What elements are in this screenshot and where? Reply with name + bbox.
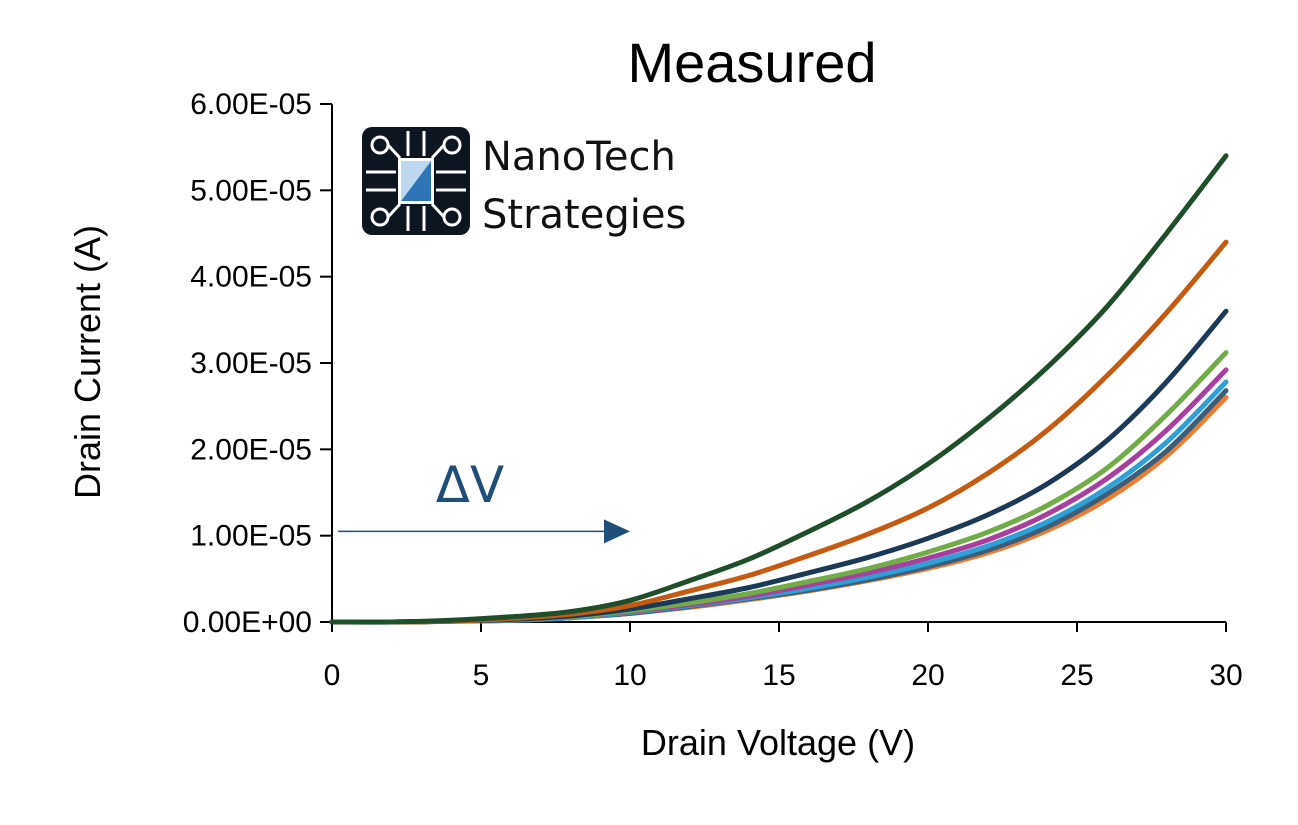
x-tick-label: 25 bbox=[1060, 659, 1093, 692]
nanotech-logo: NanoTech Strategies bbox=[362, 127, 686, 238]
delta-v-annotation: ΔV bbox=[338, 456, 630, 544]
logo-line1: NanoTech bbox=[482, 134, 676, 180]
logo-line2: Strategies bbox=[482, 192, 686, 238]
chart-title: Measured bbox=[627, 31, 876, 94]
y-tick-label: 6.00E-05 bbox=[190, 88, 312, 121]
y-tick-label: 4.00E-05 bbox=[190, 261, 312, 294]
chip-logo-icon bbox=[362, 127, 470, 235]
x-tick-label: 5 bbox=[473, 659, 490, 692]
x-tick-label: 0 bbox=[324, 659, 341, 692]
x-axis-label: Drain Voltage (V) bbox=[641, 722, 915, 763]
x-tick-label: 15 bbox=[762, 659, 795, 692]
x-tick-label: 20 bbox=[911, 659, 944, 692]
y-axis-ticks: 0.00E+00 1.00E-05 2.00E-05 3.00E-05 4.00E-05… bbox=[183, 88, 332, 639]
y-tick-label: 0.00E+00 bbox=[183, 606, 312, 639]
series-lines bbox=[329, 153, 1229, 625]
y-tick-label: 2.00E-05 bbox=[190, 433, 312, 466]
y-tick-label: 1.00E-05 bbox=[190, 520, 312, 553]
y-tick-label: 3.00E-05 bbox=[190, 347, 312, 380]
delta-v-arrow-head bbox=[604, 519, 630, 544]
delta-v-label: ΔV bbox=[436, 456, 504, 514]
series-line bbox=[329, 153, 1229, 625]
y-axis-label: Drain Current (A) bbox=[67, 225, 108, 499]
x-axis-ticks: 0 5 10 15 20 25 30 bbox=[324, 622, 1243, 692]
series-line bbox=[329, 239, 1229, 625]
y-tick-label: 5.00E-05 bbox=[190, 174, 312, 207]
x-tick-label: 30 bbox=[1209, 659, 1242, 692]
x-tick-label: 10 bbox=[613, 659, 646, 692]
